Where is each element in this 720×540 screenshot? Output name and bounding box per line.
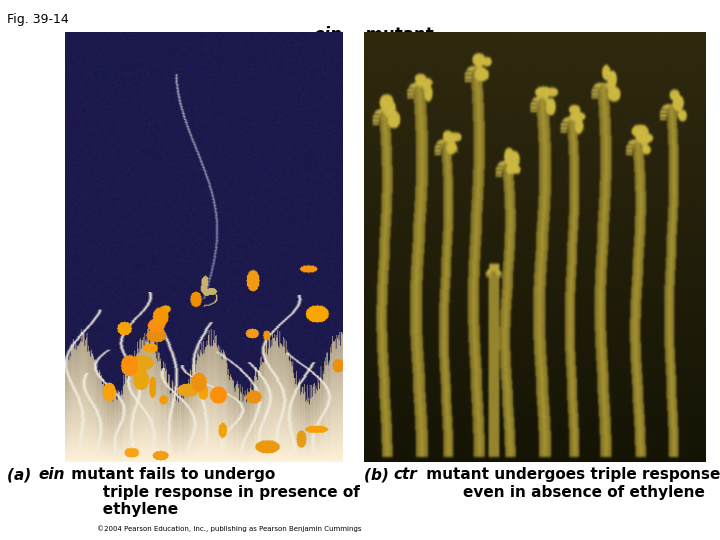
Text: ctr: ctr — [394, 467, 418, 482]
Text: (a): (a) — [7, 467, 42, 482]
Text: (b): (b) — [364, 467, 394, 482]
Text: ein: ein — [313, 26, 342, 44]
Text: mutant: mutant — [360, 26, 433, 44]
Text: ©2004 Pearson Education, Inc., publishing as Pearson Benjamin Cummings: ©2004 Pearson Education, Inc., publishin… — [97, 525, 361, 532]
Text: mutant: mutant — [533, 42, 606, 60]
Text: ein: ein — [39, 467, 66, 482]
Text: mutant fails to undergo
       triple response in presence of
       ethylene: mutant fails to undergo triple response … — [66, 467, 360, 517]
Text: mutant undergoes triple response
        even in absence of ethylene: mutant undergoes triple response even in… — [421, 467, 720, 500]
Text: ctr: ctr — [486, 42, 512, 60]
Text: Fig. 39-14: Fig. 39-14 — [7, 14, 69, 26]
